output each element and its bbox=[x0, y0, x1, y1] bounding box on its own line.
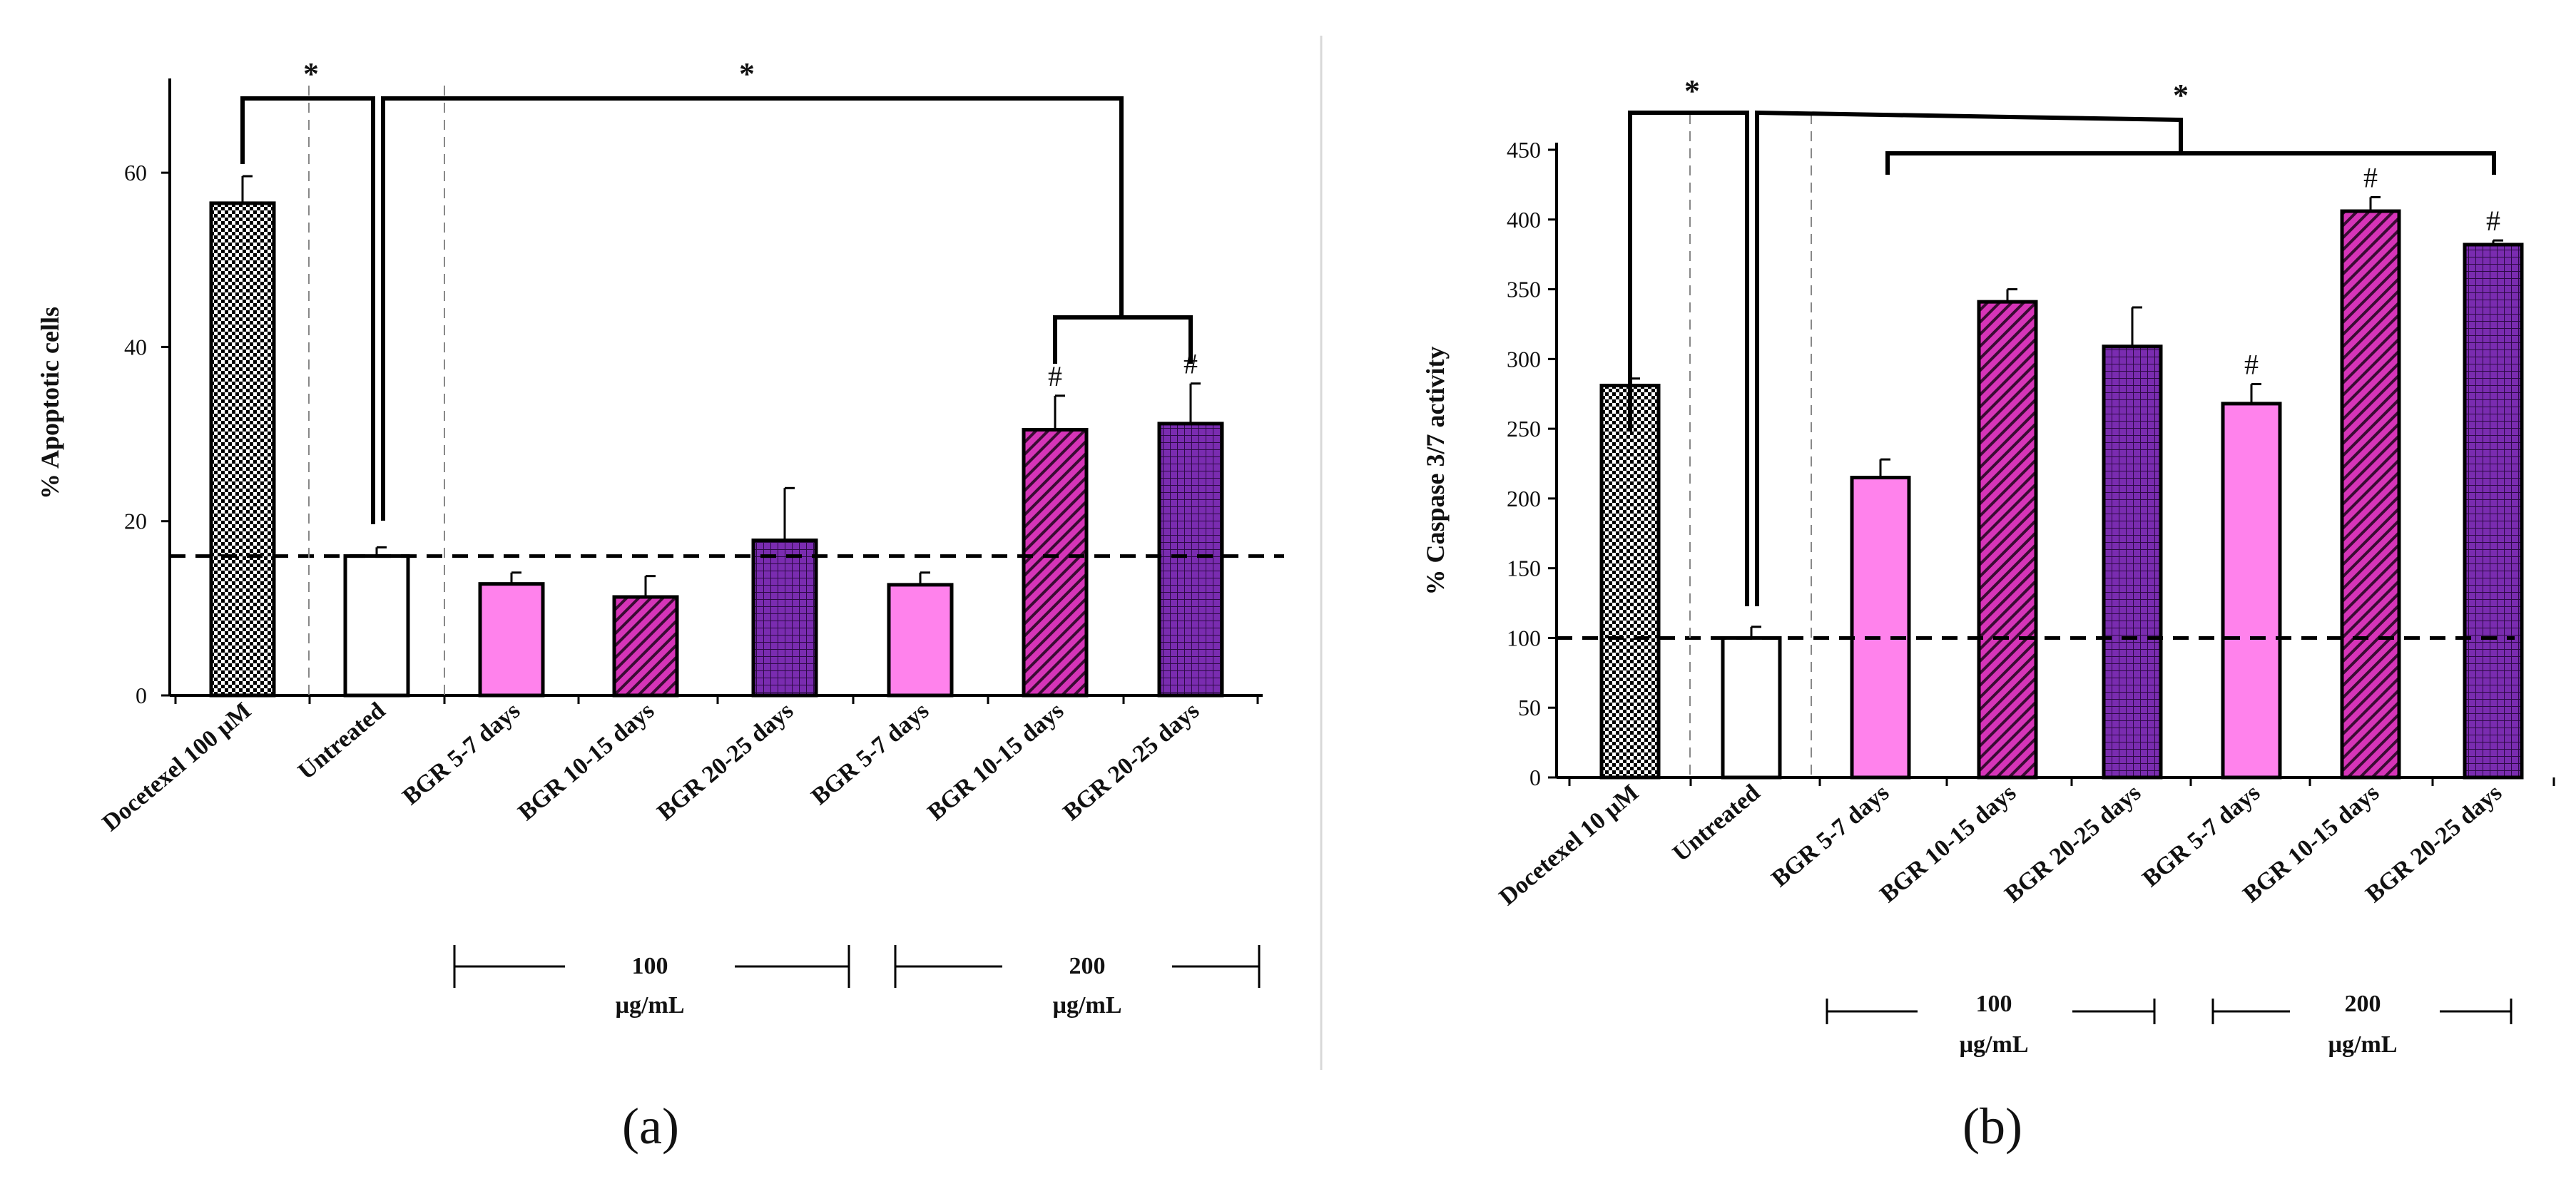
panel-b-category-label: BGR 20-25 days bbox=[2000, 780, 2146, 908]
panel-a-error-bar bbox=[241, 175, 253, 203]
panel-b-category-label: Untreated bbox=[1668, 780, 1765, 867]
panel-b-significance-star: * bbox=[1684, 73, 1700, 108]
panel-b-bar bbox=[2340, 209, 2401, 780]
panel-b-significance-hash: # bbox=[2486, 205, 2500, 237]
panel-b-significance-hash: # bbox=[2244, 349, 2259, 381]
panel-a-significance-hash: # bbox=[1183, 348, 1198, 380]
panel-b-group-100-unit: µg/mL bbox=[1959, 1031, 2028, 1058]
panel-b-error-bar bbox=[2131, 306, 2142, 347]
panel-a-bar bbox=[343, 554, 410, 698]
panel-a-significance-bracket bbox=[1053, 315, 1193, 364]
panel-a-error-bar bbox=[783, 486, 795, 541]
panel-b-group-200-label: 200 bbox=[2345, 991, 2381, 1017]
panel-a-y-tick-label: 0 bbox=[136, 683, 147, 708]
panel-a-bar bbox=[1157, 422, 1224, 698]
panel-b-label: (b) bbox=[1962, 1098, 2022, 1155]
panel-a-bar bbox=[209, 201, 276, 698]
panel-a-error-bar bbox=[1189, 382, 1201, 424]
panel-b-bar bbox=[1599, 383, 1661, 780]
panel-a-category-label: BGR 10-15 days bbox=[922, 698, 1069, 826]
panel-b-significance-bracket bbox=[1755, 110, 2183, 606]
panel-b-bars: # # # bbox=[1557, 161, 2524, 780]
panel-b-y-tick-label: 250 bbox=[1507, 416, 1541, 442]
panel-b-error-bar bbox=[2369, 195, 2381, 212]
panel-b-group-100-label: 100 bbox=[1976, 991, 2012, 1017]
panel-a-group-200-unit: µg/mL bbox=[1052, 992, 1121, 1019]
panel-a-bar bbox=[1022, 427, 1089, 698]
panel-b-bar bbox=[1977, 300, 2038, 780]
panel-a-bar bbox=[887, 583, 954, 698]
panel-b-significance-bracket bbox=[1885, 151, 2496, 175]
panel-a-category-label: BGR 20-25 days bbox=[652, 698, 798, 826]
panel-b-y-tick-label: 300 bbox=[1507, 346, 1541, 372]
panel-a-y-tick-label: 40 bbox=[124, 334, 147, 359]
panel-b-category-label: BGR 10-15 days bbox=[1875, 780, 2021, 908]
panel-b-y-tick-label: 200 bbox=[1507, 486, 1541, 511]
panel-b-bar bbox=[2221, 402, 2282, 780]
panel-b-group-200: 200 µg/mL bbox=[2211, 991, 2513, 1058]
panel-b-y-tick-label: 50 bbox=[1518, 695, 1541, 720]
panel-b-y-tick-label: 100 bbox=[1507, 625, 1541, 650]
panel-b-y-tick-label: 150 bbox=[1507, 556, 1541, 581]
panel-a-category-label: BGR 5-7 days bbox=[398, 698, 526, 810]
panel-b-annotations: * * 100 µg/mL 200 µg/mL bbox=[1628, 73, 2513, 1058]
panel-b-y-tick-label: 350 bbox=[1507, 277, 1541, 302]
panel-b-error-bar bbox=[2006, 288, 2017, 302]
panel-a-error-bar bbox=[644, 575, 656, 597]
panel-b-group-200-unit: µg/mL bbox=[2328, 1031, 2397, 1058]
panel-a-bars: # # bbox=[170, 175, 1284, 698]
panel-a-group-200-label: 200 bbox=[1069, 953, 1106, 979]
panel-a-y-axis-label: % Apoptotic cells bbox=[36, 307, 64, 499]
panel-a-bar bbox=[478, 582, 545, 698]
panel-b-significance-bracket bbox=[1628, 111, 1749, 606]
panel-b-category-label: BGR 5-7 days bbox=[1767, 780, 1895, 892]
panel-a-error-bar bbox=[510, 571, 521, 584]
panel-b-group-100: 100 µg/mL bbox=[1826, 991, 2156, 1058]
panel-a-group-100-label: 100 bbox=[632, 953, 668, 979]
panel-b-bar bbox=[2102, 345, 2163, 780]
panel-b-error-bar bbox=[1879, 458, 1890, 478]
panel-a-group-100: 100 µg/mL bbox=[453, 945, 850, 1019]
panel-b-bar bbox=[1721, 636, 1782, 780]
panel-b-error-bar bbox=[2250, 383, 2261, 404]
panel-a-bar bbox=[612, 595, 679, 698]
panel-a-category-label: Untreated bbox=[293, 698, 390, 785]
panel-b-significance-hash: # bbox=[2363, 161, 2378, 193]
panel-a-significance-hash: # bbox=[1048, 360, 1062, 392]
panel-a-y-tick-label: 60 bbox=[124, 160, 147, 185]
panel-b-caspase-activity-chart: % Caspase 3/7 activity 0 50 100 150 200 250 30… bbox=[1421, 73, 2555, 1155]
panel-a-category-label: Docetexel 100 µM bbox=[98, 698, 256, 837]
panel-b-y-tick-label: 400 bbox=[1507, 207, 1541, 233]
panel-a-error-bar bbox=[919, 571, 930, 585]
panel-a-significance-bracket bbox=[240, 96, 375, 524]
panel-a-apoptotic-cells-chart: % Apoptotic cells 0 20 40 60 Docetexel 100 µ… bbox=[36, 56, 1284, 1155]
panel-b-category-label: Docetexel 10 µM bbox=[1495, 780, 1644, 911]
panel-a-significance-bracket bbox=[381, 96, 1124, 521]
panel-a-group-200: 200 µg/mL bbox=[894, 945, 1261, 1019]
panel-a-category-label: BGR 20-25 days bbox=[1058, 698, 1204, 826]
panel-a-annotations: * * 100 µg/mL 200 µg/mL bbox=[240, 56, 1261, 1019]
panel-a-label: (a) bbox=[622, 1098, 679, 1155]
panel-b-category-label: BGR 5-7 days bbox=[2138, 780, 2266, 892]
panel-b-bar bbox=[1850, 476, 1911, 780]
panel-b-y-tick-label: 450 bbox=[1507, 137, 1541, 163]
panel-a-bar bbox=[751, 539, 818, 698]
panel-a-category-label: BGR 5-7 days bbox=[807, 698, 935, 810]
panel-b-bar bbox=[2463, 243, 2524, 780]
panel-a-category-label: BGR 10-15 days bbox=[513, 698, 659, 826]
panel-b-error-bar bbox=[1750, 626, 1761, 638]
panel-b-y-tick-label: 0 bbox=[1529, 765, 1541, 790]
panel-a-group-100-unit: µg/mL bbox=[615, 992, 684, 1019]
panel-a-error-bar bbox=[1054, 394, 1065, 430]
panel-a-significance-star: * bbox=[739, 56, 755, 91]
panel-b-error-bar bbox=[2492, 239, 2503, 245]
panel-b-significance-star: * bbox=[2173, 78, 2189, 113]
panel-a-significance-star: * bbox=[303, 56, 319, 91]
panel-a-y-tick-label: 20 bbox=[124, 509, 147, 534]
panel-b-y-axis-label: % Caspase 3/7 activity bbox=[1421, 347, 1450, 596]
